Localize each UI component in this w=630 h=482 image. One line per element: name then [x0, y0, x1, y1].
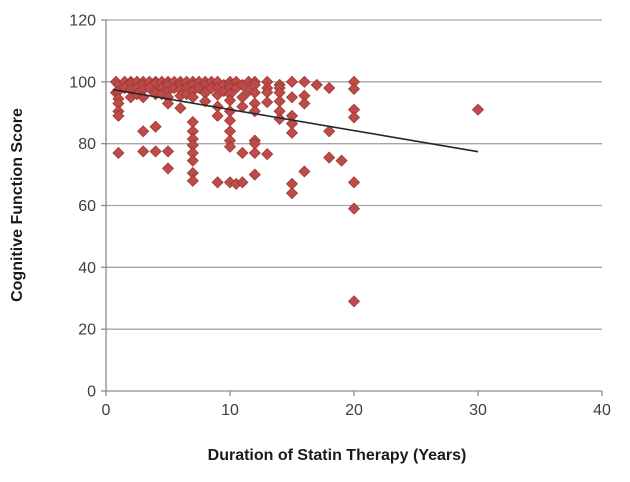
data-point — [323, 125, 336, 138]
data-point — [285, 126, 299, 139]
data-point — [285, 187, 299, 200]
y-tick-label: 60 — [78, 198, 96, 215]
data-point — [112, 109, 125, 122]
data-point — [248, 168, 261, 181]
y-axis-title: Cognitive Function Score — [9, 108, 26, 302]
data-point — [223, 114, 237, 127]
x-tick-label: 20 — [345, 402, 363, 419]
data-point — [161, 162, 175, 175]
data-point — [223, 94, 237, 107]
data-point — [285, 75, 299, 88]
y-tick-label: 100 — [69, 74, 96, 91]
axes — [101, 19, 603, 396]
data-point — [199, 95, 212, 108]
data-point — [347, 295, 361, 308]
tick-labels: 0 20 40 60 80 100 120 0 10 20 30 40 — [69, 13, 611, 420]
data-point — [149, 145, 162, 158]
data-point — [186, 174, 199, 187]
data-point — [323, 81, 336, 95]
x-tick-label: 30 — [469, 402, 487, 419]
data-point — [248, 146, 261, 160]
data-point — [223, 140, 237, 153]
data-point — [112, 146, 125, 160]
data-point — [298, 165, 311, 178]
x-axis-title: Duration of Statin Therapy (Years) — [208, 447, 467, 464]
data-point — [261, 96, 274, 109]
data-point — [310, 78, 323, 91]
y-tick-label: 0 — [87, 384, 96, 401]
data-point — [236, 146, 249, 160]
data-point — [471, 103, 485, 116]
data-point — [174, 102, 187, 115]
y-tick-label: 120 — [69, 13, 96, 30]
data-point — [347, 176, 361, 189]
data-point — [323, 151, 336, 164]
data-point — [261, 148, 274, 161]
trendline — [112, 88, 479, 153]
data-point — [236, 176, 249, 189]
data-point — [335, 154, 348, 167]
trend-line — [112, 88, 479, 153]
data-point — [161, 145, 175, 158]
y-tick-label: 20 — [78, 322, 96, 339]
data-point — [347, 82, 361, 96]
data-point — [137, 145, 150, 158]
data-point — [347, 111, 361, 124]
data-point — [161, 97, 175, 110]
data-point — [186, 154, 199, 167]
data-point — [211, 176, 224, 189]
data-point — [285, 91, 299, 104]
data-point — [298, 97, 311, 110]
y-tick-label: 40 — [78, 260, 96, 277]
gridlines — [106, 19, 602, 330]
x-tick-label: 10 — [221, 402, 239, 419]
data-point — [211, 109, 224, 122]
data-point — [347, 202, 361, 215]
x-tick-label: 0 — [102, 402, 111, 419]
x-tick-label: 40 — [593, 402, 611, 419]
data-point — [298, 75, 311, 88]
data-point — [149, 120, 162, 133]
data-points — [109, 75, 485, 308]
y-tick-label: 80 — [78, 136, 96, 153]
data-point — [137, 125, 150, 138]
